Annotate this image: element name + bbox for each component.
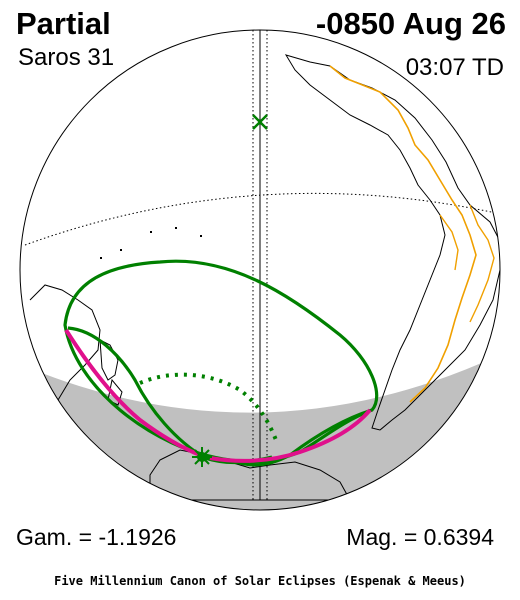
cross-icon (252, 114, 268, 130)
border-line-2 (469, 204, 495, 323)
border-line-3 (439, 214, 459, 271)
sunset-curve (209, 408, 372, 463)
gamma-value: Gam. = -1.1926 (16, 524, 177, 550)
saros-label: Saros 31 (18, 44, 115, 71)
south-america-coast (284, 54, 500, 431)
asterisk-icon (192, 447, 212, 467)
new-zealand-coast (99, 339, 123, 406)
pacific-islands (100, 227, 202, 259)
eclipse-type-title: Partial (16, 6, 111, 41)
globe-outline (19, 29, 501, 511)
credit-line: Five Millennium Canon of Solar Eclipses … (54, 574, 466, 588)
eclipse-date: -0850 Aug 26 (315, 6, 506, 41)
andes-border (329, 65, 477, 403)
penumbral-outer-limit (63, 259, 379, 467)
eclipse-time: 03:07 TD (405, 54, 504, 81)
equator-line (24, 192, 500, 246)
magnitude-value: Mag. = 0.6394 (346, 524, 494, 550)
max-eclipse-dotted (139, 372, 278, 441)
sunrise-curve (64, 328, 201, 457)
